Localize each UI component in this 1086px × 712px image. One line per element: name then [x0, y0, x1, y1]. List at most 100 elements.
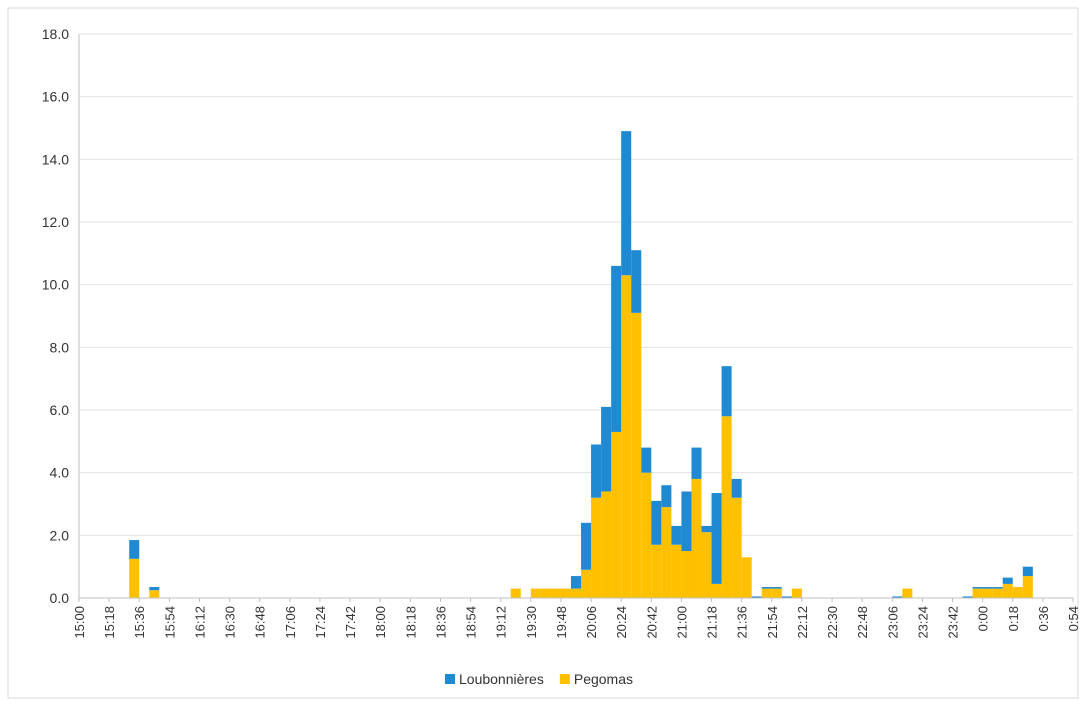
x-tick-label: 17:42 [343, 606, 358, 639]
bar-pegomas [1022, 576, 1033, 598]
y-tick-label: 14.0 [42, 151, 69, 167]
bar-pegomas [631, 312, 642, 598]
x-tick-label: 21:54 [765, 606, 780, 639]
bar-loubonnieres [631, 250, 642, 313]
bar-loubonnieres [671, 525, 682, 545]
bar-pegomas [661, 507, 672, 598]
legend: Loubonnières Pegomas [445, 671, 633, 687]
bar-loubonnieres [129, 540, 140, 559]
bar-loubonnieres [601, 406, 612, 492]
y-tick-label: 4.0 [50, 465, 70, 481]
x-tick-label: 23:42 [946, 606, 961, 639]
legend-label: Loubonnières [459, 671, 544, 687]
bar-loubonnieres [691, 447, 702, 479]
y-tick-label: 0.0 [50, 590, 70, 606]
bar-pegomas [691, 478, 702, 598]
x-tick-label: 18:18 [403, 606, 418, 639]
x-tick-label: 18:54 [464, 606, 479, 639]
bar-loubonnieres [1002, 577, 1013, 584]
bar-loubonnieres [962, 596, 973, 598]
x-tick-label: 18:36 [433, 606, 448, 639]
bar-loubonnieres [581, 522, 592, 570]
bar-loubonnieres [570, 576, 582, 589]
bar-pegomas [771, 588, 782, 598]
bar-loubonnieres [721, 366, 732, 417]
bar-pegomas [560, 588, 571, 598]
x-tick-label: 19:12 [494, 606, 509, 639]
x-tick-label: 20:42 [644, 606, 659, 639]
x-tick-label: 20:24 [614, 606, 629, 639]
bar-loubonnieres [992, 587, 1003, 589]
axes [78, 34, 1073, 599]
bar-pegomas [641, 472, 652, 598]
x-tick-label: 16:48 [253, 606, 268, 639]
bar-pegomas [972, 588, 983, 598]
bar-loubonnieres [711, 493, 722, 584]
bar-pegomas [591, 497, 602, 598]
bar-pegomas [761, 588, 772, 598]
x-tick-label: 23:06 [885, 606, 900, 639]
x-tick-label: 17:06 [283, 606, 298, 639]
y-axis-ticks: 0.0 2.0 4.0 6.0 8.0 10.0 12.0 14.0 16.0 18.0 [42, 26, 69, 606]
x-tick-label: 21:18 [705, 606, 720, 639]
bar-pegomas [651, 544, 662, 598]
bar-pegomas [902, 588, 913, 598]
bar-loubonnieres [661, 485, 672, 508]
bar-loubonnieres [1022, 566, 1033, 577]
bar-loubonnieres [149, 587, 160, 591]
bar-pegomas [1012, 587, 1023, 598]
x-tick-label: 17:24 [313, 606, 328, 639]
y-tick-label: 10.0 [42, 277, 69, 293]
bars [129, 131, 1033, 598]
x-tick-label: 19:30 [524, 606, 539, 639]
x-tick-label: 21:00 [674, 606, 689, 639]
bar-loubonnieres [771, 587, 782, 589]
bar-pegomas [982, 588, 993, 598]
x-tick-label: 22:48 [855, 606, 870, 639]
bar-loubonnieres [781, 596, 792, 598]
x-tick-label: 21:36 [735, 606, 750, 639]
bar-pegomas [741, 557, 752, 598]
bar-loubonnieres [761, 587, 772, 589]
bar-pegomas [711, 583, 722, 598]
y-tick-label: 16.0 [42, 89, 69, 105]
y-tick-label: 18.0 [42, 26, 69, 42]
bar-pegomas [731, 497, 742, 598]
bar-loubonnieres [591, 444, 602, 498]
bar-loubonnieres [681, 491, 692, 551]
bar-pegomas [581, 569, 592, 598]
y-tick-label: 6.0 [50, 402, 70, 418]
bar-pegomas [510, 588, 521, 598]
x-tick-label: 0:18 [1006, 606, 1021, 631]
y-tick-label: 12.0 [42, 214, 69, 230]
x-tick-label: 16:30 [223, 606, 238, 639]
bar-pegomas [791, 588, 802, 598]
bar-pegomas [540, 588, 551, 598]
bar-pegomas [1002, 583, 1013, 598]
bar-loubonnieres [751, 596, 762, 598]
legend-label: Pegomas [574, 671, 633, 687]
y-tick-label: 8.0 [50, 339, 70, 355]
chart-border [7, 7, 1079, 699]
bar-pegomas [621, 275, 632, 598]
bar-pegomas [149, 590, 160, 598]
x-tick-label: 19:48 [554, 606, 569, 639]
bar-loubonnieres [621, 131, 632, 276]
bar-loubonnieres [611, 265, 622, 432]
bar-loubonnieres [982, 587, 993, 589]
bar-loubonnieres [651, 500, 662, 545]
x-tick-label: 20:06 [584, 606, 599, 639]
x-tick-label: 0:36 [1036, 606, 1051, 631]
x-tick-label: 22:12 [795, 606, 810, 639]
x-tick-label: 15:18 [102, 606, 117, 639]
bar-pegomas [701, 532, 712, 598]
bar-pegomas [681, 551, 692, 598]
bar-pegomas [611, 431, 622, 598]
x-tick-label: 15:54 [162, 606, 177, 639]
bar-loubonnieres [641, 447, 652, 473]
bar-loubonnieres [701, 525, 712, 533]
bar-pegomas [550, 588, 561, 598]
y-tick-label: 2.0 [50, 527, 70, 543]
bar-loubonnieres [972, 587, 983, 589]
